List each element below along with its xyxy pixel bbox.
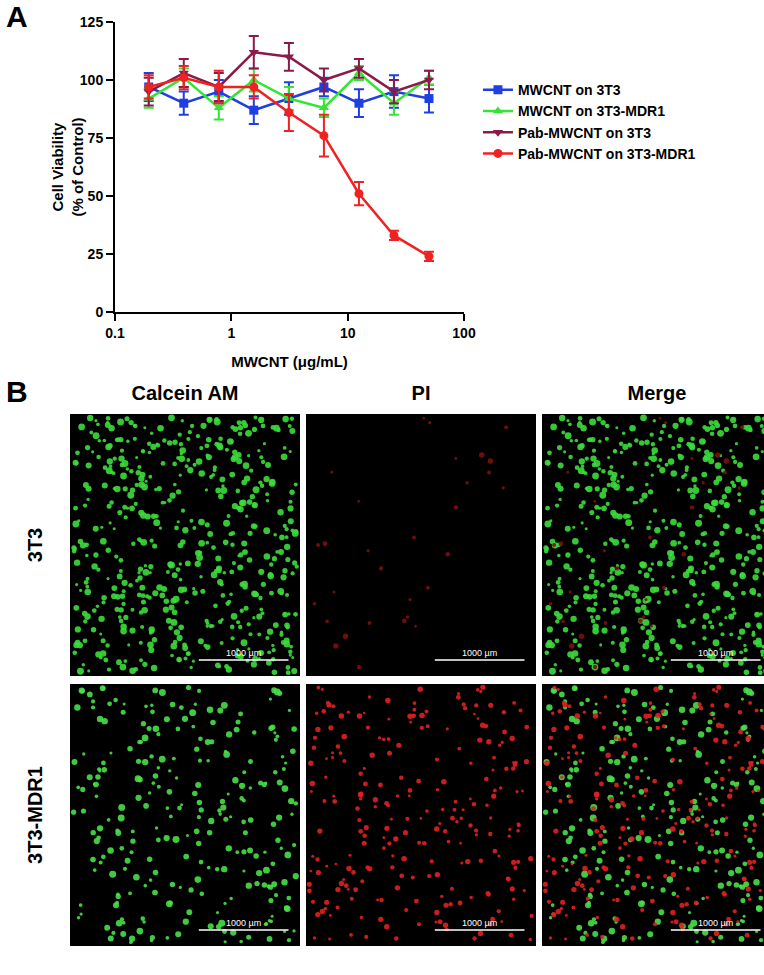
svg-text:MWCNT on 3T3: MWCNT on 3T3 bbox=[518, 82, 621, 98]
svg-text:3T3-MDR1: 3T3-MDR1 bbox=[24, 766, 46, 864]
svg-text:10: 10 bbox=[340, 325, 356, 341]
svg-text:50: 50 bbox=[88, 188, 104, 204]
svg-text:PI: PI bbox=[412, 382, 431, 404]
svg-text:Merge: Merge bbox=[628, 382, 687, 404]
svg-text:100: 100 bbox=[80, 72, 104, 88]
svg-text:B: B bbox=[6, 375, 28, 408]
svg-text:Pab-MWCNT on 3T3: Pab-MWCNT on 3T3 bbox=[518, 125, 651, 141]
svg-text:1000 µm: 1000 µm bbox=[698, 918, 733, 928]
svg-text:Cell Viability(% of Control): Cell Viability(% of Control) bbox=[49, 117, 86, 216]
html-text:A: A bbox=[6, 0, 28, 33]
svg-text:1000 µm: 1000 µm bbox=[698, 648, 733, 658]
svg-text:1000 µm: 1000 µm bbox=[462, 648, 497, 658]
svg-text:75: 75 bbox=[88, 130, 104, 146]
svg-text:MWCNT (μg/mL): MWCNT (μg/mL) bbox=[231, 353, 348, 370]
svg-text:0.1: 0.1 bbox=[105, 325, 125, 341]
svg-text:Calcein AM: Calcein AM bbox=[131, 382, 238, 404]
svg-text:125: 125 bbox=[80, 14, 104, 30]
svg-text:Pab-MWCNT on 3T3-MDR1: Pab-MWCNT on 3T3-MDR1 bbox=[518, 146, 696, 162]
svg-text:100: 100 bbox=[452, 325, 476, 341]
svg-text:0: 0 bbox=[95, 304, 103, 320]
svg-text:1000 µm: 1000 µm bbox=[226, 918, 261, 928]
svg-text:25: 25 bbox=[88, 246, 104, 262]
svg-text:3T3: 3T3 bbox=[24, 528, 46, 562]
svg-text:1000 µm: 1000 µm bbox=[226, 648, 261, 658]
svg-text:1000 µm: 1000 µm bbox=[462, 918, 497, 928]
svg-text:MWCNT on 3T3-MDR1: MWCNT on 3T3-MDR1 bbox=[518, 103, 665, 119]
svg-text:1: 1 bbox=[227, 325, 235, 341]
